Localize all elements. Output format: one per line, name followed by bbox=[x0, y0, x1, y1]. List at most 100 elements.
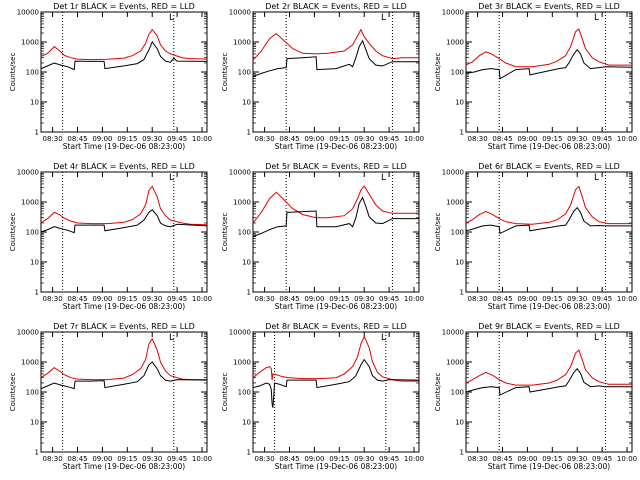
x-tick-label: 09:45 bbox=[592, 295, 612, 303]
x-tick-label: 09:00 bbox=[517, 455, 537, 463]
corner-mark: L bbox=[594, 333, 599, 343]
plot-frame bbox=[40, 331, 208, 453]
plot-frame bbox=[465, 11, 633, 133]
plot-frame bbox=[40, 171, 208, 293]
y-tick-label: 100 bbox=[26, 69, 39, 77]
corner-mark: L bbox=[381, 13, 386, 23]
y-axis-label: Counts/sec bbox=[221, 213, 229, 252]
x-tick-label: 09:45 bbox=[379, 455, 399, 463]
panel-det-5: 08:30 08:45 09:00 09:15 09:30 09:45 10:00 1 10 10… bbox=[221, 162, 424, 311]
x-tick-label: 10:00 bbox=[192, 295, 212, 303]
x-tick-label: 09:15 bbox=[542, 135, 562, 143]
x-tick-label: 09:00 bbox=[304, 295, 324, 303]
x-tick-label: 09:45 bbox=[167, 455, 187, 463]
x-tick-label: 08:30 bbox=[468, 135, 488, 143]
y-axis-label: Counts/sec bbox=[434, 373, 442, 412]
x-tick-label: 09:00 bbox=[92, 135, 112, 143]
series-events-black bbox=[465, 206, 632, 235]
x-tick-label: 08:30 bbox=[255, 295, 275, 303]
panel-title: Det 6r BLACK = Events, RED = LLD bbox=[478, 162, 620, 171]
x-tick-label: 09:00 bbox=[304, 135, 324, 143]
y-tick-label: 1 bbox=[35, 129, 39, 137]
x-tick-label: 09:00 bbox=[304, 455, 324, 463]
panel-title: Det 7r BLACK = Events, RED = LLD bbox=[53, 322, 195, 331]
x-tick-label: 09:30 bbox=[567, 455, 587, 463]
x-tick-label: 08:30 bbox=[468, 295, 488, 303]
y-tick-label: 10 bbox=[30, 419, 39, 427]
y-tick-label: 100 bbox=[451, 229, 464, 237]
x-tick-label: 09:30 bbox=[354, 135, 374, 143]
panel-det-1: 08:30 08:45 09:00 09:15 09:30 09:45 10:00 1 10 10… bbox=[9, 2, 212, 151]
x-tick-label: 09:30 bbox=[142, 135, 162, 143]
x-tick-label: 08:45 bbox=[67, 135, 87, 143]
x-tick-label: 10:00 bbox=[617, 455, 637, 463]
panel-det-2: 08:30 08:45 09:00 09:15 09:30 09:45 10:00 1 10 10… bbox=[221, 2, 424, 151]
x-tick-label: 09:00 bbox=[92, 295, 112, 303]
panel-title: Det 1r BLACK = Events, RED = LLD bbox=[53, 2, 195, 11]
series-lld-red bbox=[40, 337, 207, 381]
plot-frame bbox=[252, 171, 420, 293]
x-tick-label: 09:45 bbox=[592, 135, 612, 143]
y-tick-label: 10 bbox=[242, 259, 251, 267]
x-tick-label: 09:00 bbox=[92, 455, 112, 463]
corner-mark: L bbox=[169, 13, 174, 23]
y-tick-label: 10000 bbox=[17, 329, 39, 337]
y-tick-label: 10000 bbox=[229, 169, 251, 177]
x-tick-label: 08:45 bbox=[492, 135, 512, 143]
plot-frame bbox=[40, 11, 208, 133]
x-tick-label: 09:30 bbox=[142, 295, 162, 303]
x-tick-label: 09:45 bbox=[167, 295, 187, 303]
series-events-black bbox=[465, 367, 632, 396]
x-tick-label: 10:00 bbox=[404, 455, 424, 463]
x-axis-label: Start Time (19-Dec-06 08:23:00) bbox=[275, 462, 397, 471]
y-tick-label: 10000 bbox=[17, 169, 39, 177]
y-axis-label: Counts/sec bbox=[221, 373, 229, 412]
y-tick-label: 1000 bbox=[446, 39, 464, 47]
corner-mark: L bbox=[381, 173, 386, 183]
series-lld-red bbox=[465, 28, 632, 68]
y-axis-label: Counts/sec bbox=[9, 53, 17, 92]
y-axis-label: Counts/sec bbox=[9, 373, 17, 412]
y-tick-label: 10 bbox=[242, 419, 251, 427]
y-tick-label: 10 bbox=[455, 419, 464, 427]
y-tick-label: 10000 bbox=[229, 9, 251, 17]
x-tick-label: 09:15 bbox=[329, 135, 349, 143]
x-tick-label: 09:30 bbox=[567, 295, 587, 303]
x-tick-label: 09:15 bbox=[329, 455, 349, 463]
x-tick-label: 10:00 bbox=[617, 135, 637, 143]
y-tick-label: 10 bbox=[455, 99, 464, 107]
x-axis-label: Start Time (19-Dec-06 08:23:00) bbox=[488, 462, 610, 471]
panel-det-3: 08:30 08:45 09:00 09:15 09:30 09:45 10:00 1 10 10… bbox=[434, 2, 637, 151]
x-tick-label: 08:45 bbox=[279, 295, 299, 303]
panel-title: Det 8r BLACK = Events, RED = LLD bbox=[265, 322, 407, 331]
y-tick-label: 1000 bbox=[446, 199, 464, 207]
x-tick-label: 08:45 bbox=[492, 295, 512, 303]
x-tick-label: 09:30 bbox=[567, 135, 587, 143]
series-lld-red bbox=[40, 28, 208, 61]
y-tick-label: 1 bbox=[460, 129, 464, 137]
x-tick-label: 08:30 bbox=[255, 455, 275, 463]
x-tick-label: 10:00 bbox=[192, 455, 212, 463]
panel-title: Det 4r BLACK = Events, RED = LLD bbox=[53, 162, 195, 171]
panel-det-8: 08:30 08:45 09:00 09:15 09:30 09:45 10:00 1 10 10… bbox=[221, 322, 424, 471]
x-axis-label: Start Time (19-Dec-06 08:23:00) bbox=[63, 302, 185, 311]
panel-det-9: 08:30 08:45 09:00 09:15 09:30 09:45 10:00 1 10 10… bbox=[434, 322, 637, 471]
series-events-black bbox=[252, 39, 419, 78]
y-tick-label: 1000 bbox=[21, 199, 39, 207]
y-tick-label: 1000 bbox=[21, 39, 39, 47]
y-tick-label: 1000 bbox=[446, 359, 464, 367]
y-tick-label: 1000 bbox=[233, 199, 251, 207]
plot-frame bbox=[465, 331, 633, 453]
series-lld-red bbox=[40, 185, 208, 226]
x-tick-label: 09:45 bbox=[379, 295, 399, 303]
x-tick-label: 08:45 bbox=[492, 455, 512, 463]
x-axis-label: Start Time (19-Dec-06 08:23:00) bbox=[63, 462, 185, 471]
x-tick-label: 09:45 bbox=[592, 455, 612, 463]
x-tick-label: 08:30 bbox=[43, 135, 63, 143]
x-tick-label: 08:45 bbox=[67, 455, 87, 463]
y-tick-label: 100 bbox=[238, 389, 251, 397]
x-tick-label: 09:15 bbox=[542, 295, 562, 303]
y-tick-label: 1 bbox=[247, 289, 251, 297]
y-tick-label: 100 bbox=[26, 229, 39, 237]
